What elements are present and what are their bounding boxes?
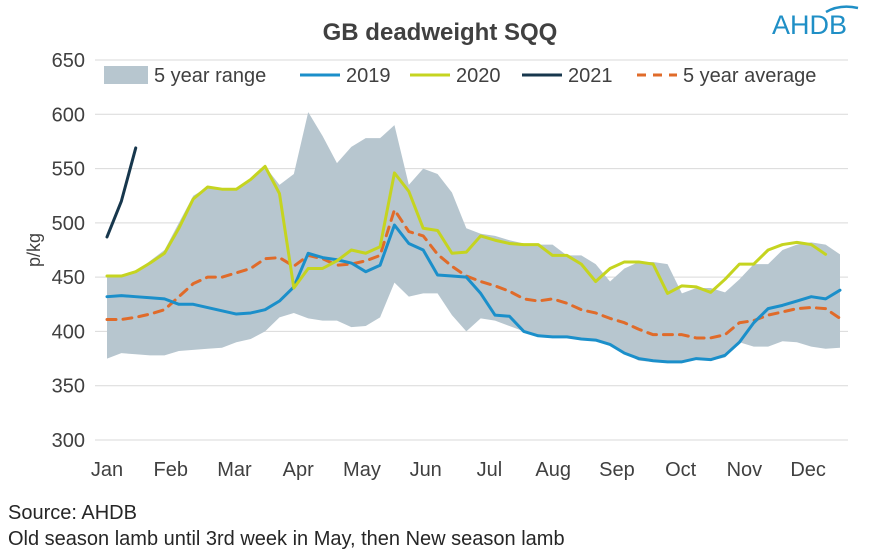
y-tick-label: 400 [52, 321, 85, 343]
legend-item-5-year-average: 5 year average [637, 65, 816, 87]
x-tick-label: May [343, 459, 381, 481]
x-tick-label: Oct [665, 459, 697, 481]
footnote: Old season lamb until 3rd week in May, t… [8, 528, 565, 550]
x-tick-label: Apr [283, 459, 314, 481]
x-tick-label: Aug [535, 459, 571, 481]
y-tick-label: 600 [52, 104, 85, 126]
x-tick-label: Mar [217, 459, 252, 481]
x-tick-label: Jul [477, 459, 503, 481]
y-tick-label: 500 [52, 213, 85, 235]
legend-label: 2021 [568, 65, 613, 87]
series-5-year-range [107, 112, 840, 363]
y-tick-label: 650 [52, 50, 85, 72]
source-note: Source: AHDB [8, 502, 137, 524]
x-tick-label: Jun [410, 459, 442, 481]
legend-item-2021: 2021 [522, 65, 613, 87]
legend-label: 2019 [346, 65, 391, 87]
y-tick-labels: 300 350 400 450 500 550 600 650 [52, 50, 85, 452]
legend-label: 2020 [456, 65, 501, 87]
legend-label: 5 year range [154, 65, 266, 87]
legend: 5 year range 2019 2020 2021 5 year average [104, 65, 816, 87]
series-2021 [105, 146, 138, 239]
y-tick-label: 350 [52, 376, 85, 398]
chart-notes: Source: AHDB Old season lamb until 3rd w… [8, 500, 565, 552]
legend-item-2020: 2020 [410, 65, 501, 87]
y-tick-label: 450 [52, 267, 85, 289]
ahdb-logo: AHDB [768, 4, 868, 44]
y-axis-label: p/kg [24, 233, 44, 267]
legend-swatch [104, 66, 148, 84]
plot-area [105, 112, 842, 364]
x-tick-label: Feb [154, 459, 188, 481]
series-5-year-average [105, 208, 842, 340]
x-tick-labels: Jan Feb Mar Apr May Jun Jul Aug Sep Oct Nov Dec [91, 459, 826, 481]
x-tick-label: Nov [727, 459, 763, 481]
x-tick-label: Sep [599, 459, 635, 481]
series-2019 [105, 223, 842, 364]
x-tick-label: Dec [790, 459, 826, 481]
legend-label: 5 year average [683, 65, 816, 87]
logo-text: AHDB [772, 10, 848, 40]
series-2020 [105, 164, 828, 295]
legend-item-2019: 2019 [300, 65, 391, 87]
logo-swoosh-icon [825, 5, 859, 14]
y-tick-label: 300 [52, 430, 85, 452]
legend-item-5-year-range: 5 year range [104, 65, 266, 87]
chart-title: GB deadweight SQQ [323, 19, 558, 46]
y-tick-label: 550 [52, 159, 85, 181]
x-tick-label: Jan [91, 459, 123, 481]
